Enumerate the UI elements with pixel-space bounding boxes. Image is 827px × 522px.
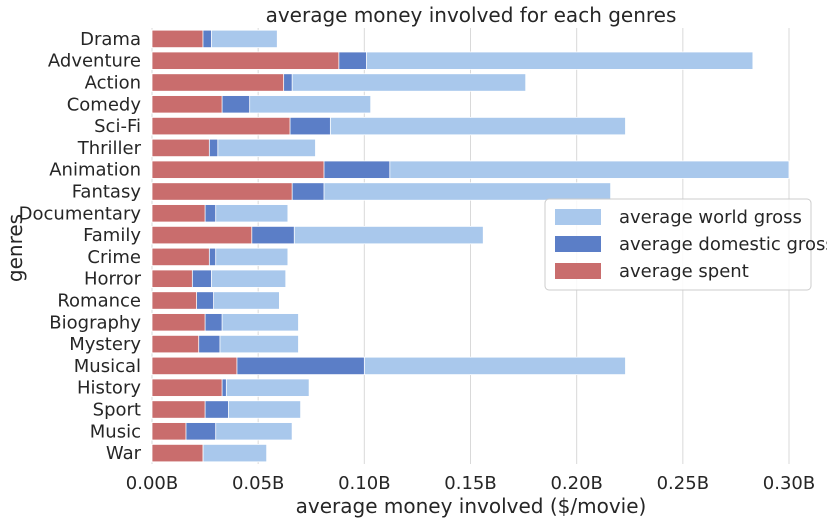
y-tick-label: Biography xyxy=(49,312,141,333)
bar-spent xyxy=(151,378,223,397)
y-tick-label: War xyxy=(106,443,142,464)
bar-spent xyxy=(151,400,206,419)
legend-swatch xyxy=(555,236,601,252)
y-tick-label: Thriller xyxy=(77,138,142,159)
y-tick-labels: DramaAdventureActionComedySci-FiThriller… xyxy=(19,29,142,464)
bar-spent xyxy=(151,204,206,223)
bar-spent xyxy=(151,138,210,158)
y-tick-label: Mystery xyxy=(69,334,141,355)
bar-spent xyxy=(151,334,200,354)
bar-spent xyxy=(151,225,253,245)
bar-spent xyxy=(151,73,285,92)
y-axis-title: genres xyxy=(3,214,27,282)
y-tick-label: Horror xyxy=(84,269,142,290)
y-tick-label: Documentary xyxy=(19,203,142,224)
legend: average world gross average domestic gros… xyxy=(544,198,827,291)
legend-label: average domestic gross xyxy=(619,234,827,255)
legend-label: average world gross xyxy=(619,207,802,228)
y-tick-label: Comedy xyxy=(67,94,142,115)
legend-swatch xyxy=(555,263,601,279)
y-tick-label: Animation xyxy=(49,160,141,181)
bar-spent xyxy=(151,247,210,267)
x-tick-label: 0.15B xyxy=(444,473,496,494)
y-tick-label: Fantasy xyxy=(72,182,142,203)
y-tick-label: Drama xyxy=(80,29,141,50)
x-tick-label: 0.20B xyxy=(550,473,602,494)
y-tick-label: Crime xyxy=(87,247,141,268)
bar-spent xyxy=(151,160,325,179)
x-tick-label: 0.10B xyxy=(338,473,390,494)
y-tick-label: Sci-Fi xyxy=(94,116,141,137)
x-tick-labels: 0.00B 0.05B 0.10B 0.15B 0.20B 0.25B 0.30B xyxy=(126,473,815,494)
bar-spent xyxy=(151,313,206,332)
x-axis-title: average money involved ($/movie) xyxy=(296,494,647,518)
legend-box xyxy=(544,198,812,291)
bar-spent xyxy=(151,269,193,288)
bar-spent xyxy=(151,422,187,441)
bar-spent xyxy=(151,356,238,376)
x-tick-label: 0.05B xyxy=(232,473,284,494)
bar-spent xyxy=(151,182,293,201)
y-tick-label: Action xyxy=(85,73,141,94)
x-tick-label: 0.25B xyxy=(657,473,709,494)
chart-title: average money involved for each genres xyxy=(266,3,677,27)
bar-spent xyxy=(151,95,223,114)
x-tick-label: 0.00B xyxy=(126,473,178,494)
y-tick-label: Family xyxy=(83,225,141,246)
y-tick-label: Sport xyxy=(93,400,141,421)
y-tick-label: Music xyxy=(90,421,141,442)
y-tick-label: Romance xyxy=(57,291,141,312)
bar-spent xyxy=(151,29,204,49)
legend-label: average spent xyxy=(619,261,749,282)
y-tick-label: Musical xyxy=(74,356,141,377)
y-tick-label: Adventure xyxy=(48,51,141,72)
x-tick-label: 0.30B xyxy=(763,473,815,494)
bar-spent xyxy=(151,116,291,136)
bar-spent xyxy=(151,291,197,310)
y-tick-label: History xyxy=(77,378,141,399)
legend-swatch xyxy=(555,209,601,225)
bar-spent xyxy=(151,443,204,463)
bar-spent xyxy=(151,51,340,70)
bars xyxy=(151,29,790,463)
